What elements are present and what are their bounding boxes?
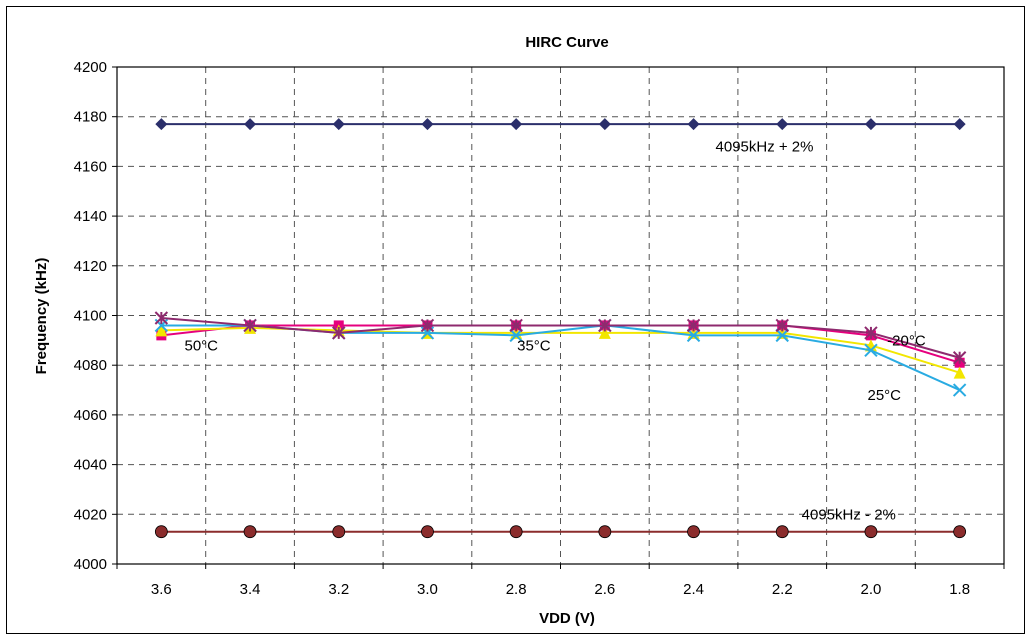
y-tick-label: 4100: [74, 308, 107, 325]
annotation-label: 4095kHz + 2%: [716, 138, 814, 155]
y-tick-label: 4140: [74, 208, 107, 225]
data-point-stroke: [952, 383, 967, 397]
annotation-label: -20°C: [887, 332, 926, 349]
data-point: [244, 118, 257, 131]
y-tick-label: 4080: [74, 357, 107, 374]
data-point: [864, 118, 877, 131]
data-point: [686, 328, 701, 343]
plot-area-border: [116, 66, 1005, 565]
chart-frame: [6, 6, 1025, 634]
data-point: [155, 324, 168, 337]
data-point: [775, 525, 789, 539]
x-axis-label: VDD (V): [539, 610, 595, 627]
x-tick-label: 3.0: [417, 581, 438, 598]
data-point: [154, 311, 169, 325]
annotation-label: 4095kHz - 2%: [802, 506, 896, 523]
data-point: [598, 326, 611, 339]
data-point: [864, 343, 878, 357]
data-point: [155, 118, 168, 131]
series-6: [154, 311, 967, 365]
data-point-stroke: [775, 328, 789, 343]
data-point: [421, 525, 434, 539]
x-tick-label: 2.2: [772, 581, 793, 598]
annotation-label: 25°C: [867, 387, 901, 404]
data-point: [687, 118, 700, 131]
x-tick-label: 2.4: [683, 581, 704, 598]
x-tick-label: 3.4: [240, 581, 261, 598]
data-point: [952, 351, 967, 365]
data-point: [332, 525, 346, 539]
data-point: [686, 318, 701, 333]
data-point: [952, 383, 967, 397]
data-point: [687, 525, 700, 539]
data-point: [775, 328, 789, 343]
data-point: [864, 525, 878, 539]
data-point: [243, 318, 257, 333]
data-point: [598, 525, 612, 539]
y-tick-label: 4120: [74, 258, 107, 275]
data-point: [509, 328, 523, 343]
y-tick-label: 4000: [74, 556, 107, 573]
data-point-stroke: [864, 343, 878, 357]
data-point-stroke: [509, 328, 523, 343]
data-point: [154, 525, 168, 539]
annotation-label: 35°C: [517, 337, 551, 354]
data-point: [953, 525, 967, 539]
y-tick-label: 4040: [74, 457, 107, 474]
series-2: [154, 525, 967, 539]
series-1: [155, 118, 966, 131]
x-tick-label: 2.6: [594, 581, 615, 598]
annotation-label: 50°C: [185, 337, 219, 354]
data-point: [421, 118, 434, 131]
data-point: [332, 326, 346, 340]
data-point: [420, 318, 435, 333]
data-point: [598, 118, 611, 131]
data-point: [953, 366, 966, 379]
x-tick-label: 1.8: [949, 581, 970, 598]
data-point: [598, 318, 612, 333]
data-point: [776, 118, 789, 131]
x-tick-label: 3.6: [151, 581, 172, 598]
y-axis-label: Frequency (kHz): [33, 258, 50, 375]
data-point: [509, 525, 523, 539]
y-tick-label: 4060: [74, 407, 107, 424]
y-tick-label: 4160: [74, 158, 107, 175]
y-tick-label: 4180: [74, 109, 107, 126]
data-point: [864, 326, 878, 340]
x-tick-label: 3.2: [328, 581, 349, 598]
chart-title: HIRC Curve: [525, 34, 608, 51]
data-point: [332, 118, 345, 131]
data-point-stroke: [686, 328, 701, 343]
y-tick-label: 4020: [74, 506, 107, 523]
x-tick-label: 2.0: [861, 581, 882, 598]
data-point: [510, 118, 523, 131]
y-tick-label: 4200: [74, 59, 107, 76]
data-point: [953, 118, 966, 131]
data-point: [509, 318, 523, 333]
series-line: [161, 316, 960, 359]
data-point: [775, 318, 789, 333]
x-tick-label: 2.8: [506, 581, 527, 598]
data-point: [243, 525, 257, 539]
